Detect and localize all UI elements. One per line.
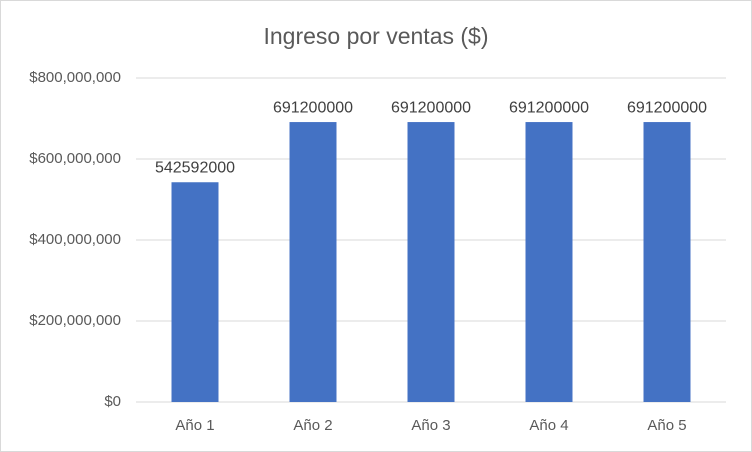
y-tick-label: $200,000,000 — [29, 312, 121, 329]
data-label: 691200000 — [627, 99, 707, 116]
bar — [407, 122, 455, 403]
data-label: 542592000 — [155, 159, 235, 176]
bar — [171, 182, 219, 402]
x-tick-label: Año 3 — [411, 417, 450, 434]
x-tick-label: Año 1 — [175, 417, 214, 434]
data-label: 691200000 — [509, 99, 589, 116]
y-tick-label: $400,000,000 — [29, 231, 121, 248]
data-label: 691200000 — [273, 99, 353, 116]
x-tick-label: Año 4 — [529, 417, 568, 434]
y-tick-label: $0 — [104, 393, 121, 410]
bar — [643, 122, 691, 403]
x-tick-label: Año 5 — [647, 417, 686, 434]
bar — [525, 122, 573, 403]
y-tick-label: $800,000,000 — [29, 69, 121, 86]
bar — [289, 122, 337, 403]
x-tick-label: Año 2 — [293, 417, 332, 434]
chart-title: Ingreso por ventas ($) — [263, 23, 488, 49]
y-tick-label: $600,000,000 — [29, 150, 121, 167]
data-label: 691200000 — [391, 99, 471, 116]
